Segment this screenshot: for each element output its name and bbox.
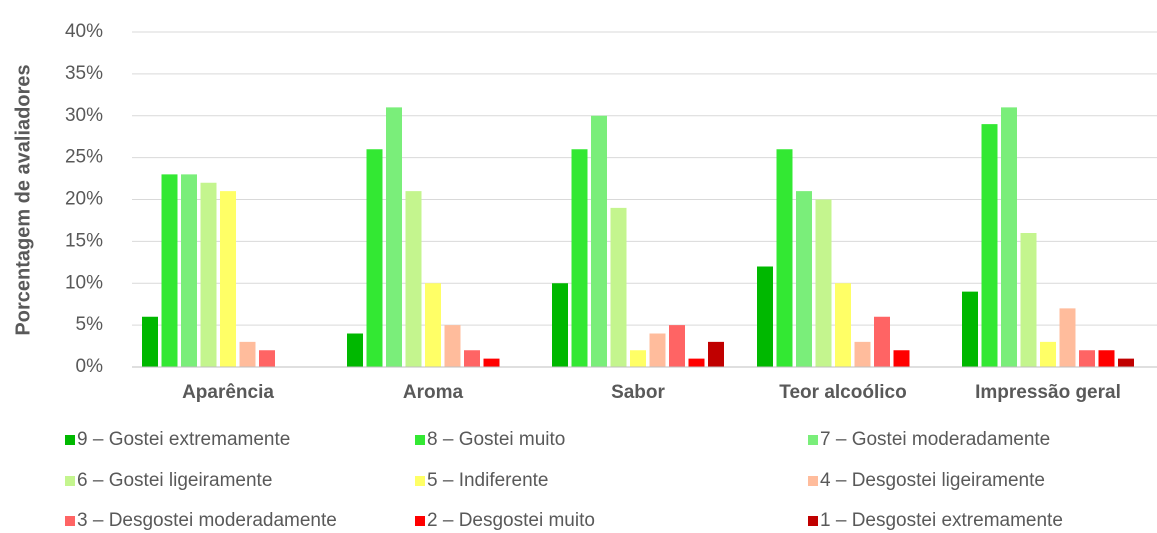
y-axis-title: Porcentagem de avaliadores [12, 64, 34, 335]
y-tick-label: 0% [76, 356, 104, 377]
bar [142, 316, 158, 367]
bar [200, 182, 217, 367]
bar [259, 350, 275, 367]
bar [981, 124, 998, 367]
y-tick-label: 25% [65, 147, 103, 168]
bar [483, 358, 500, 367]
bar [464, 350, 480, 367]
bar [649, 333, 666, 367]
bar [571, 149, 588, 367]
bar [405, 191, 422, 367]
bar [444, 325, 461, 367]
legend-swatch [808, 435, 818, 445]
y-tick-label: 40% [65, 21, 103, 42]
bar [386, 107, 402, 367]
bar [591, 115, 607, 367]
bar [874, 316, 890, 367]
bar [630, 350, 646, 367]
legend-label: 9 – Gostei extremamente [77, 429, 290, 450]
bar [669, 325, 685, 367]
bar [1020, 233, 1037, 367]
bar [1098, 350, 1115, 367]
legend-swatch [415, 435, 425, 445]
x-tick-label: Sabor [611, 382, 665, 403]
y-tick-label: 10% [65, 272, 103, 293]
legend-swatch [415, 476, 425, 486]
legend-swatch [65, 516, 75, 526]
bar [366, 149, 383, 367]
bar [220, 191, 236, 367]
bar [552, 283, 568, 367]
bar [1040, 341, 1056, 367]
legend-label: 4 – Desgostei ligeiramente [820, 470, 1045, 491]
bar [962, 291, 978, 367]
bar [757, 266, 773, 367]
legend-swatch [415, 516, 425, 526]
bar [239, 341, 256, 367]
bar [425, 283, 441, 367]
legend-swatch [808, 516, 818, 526]
legend-label: 1 – Desgostei extremamente [820, 510, 1063, 531]
y-tick-label: 30% [65, 105, 103, 126]
bar [1118, 358, 1134, 367]
bar [893, 350, 910, 367]
y-tick-label: 15% [65, 230, 103, 251]
bar [776, 149, 793, 367]
bar [347, 333, 363, 367]
bar [688, 358, 705, 367]
bar [610, 207, 627, 367]
bar [1079, 350, 1095, 367]
bar [161, 174, 178, 367]
legend-swatch [65, 435, 75, 445]
x-tick-label: Impressão geral [975, 382, 1121, 403]
legend-label: 7 – Gostei moderadamente [820, 429, 1050, 450]
y-tick-label: 5% [76, 314, 104, 335]
x-tick-label: Aroma [403, 382, 464, 403]
legend-swatch [65, 476, 75, 486]
y-tick-label: 35% [65, 63, 103, 84]
bar [1059, 308, 1076, 367]
bar [815, 199, 832, 367]
bar [854, 341, 871, 367]
bar [796, 191, 812, 367]
bar [708, 341, 724, 367]
legend-label: 5 – Indiferente [427, 470, 548, 491]
legend-label: 3 – Desgostei moderadamente [77, 510, 337, 531]
x-tick-label: Teor alcoólico [779, 382, 906, 403]
legend-label: 2 – Desgostei muito [427, 510, 595, 531]
y-tick-label: 20% [65, 189, 103, 210]
bar [835, 283, 851, 367]
x-tick-label: Aparência [182, 382, 274, 403]
bar [1001, 107, 1017, 367]
legend-label: 8 – Gostei muito [427, 429, 565, 450]
legend-swatch [808, 476, 818, 486]
bar [181, 174, 197, 367]
legend-label: 6 – Gostei ligeiramente [77, 470, 272, 491]
